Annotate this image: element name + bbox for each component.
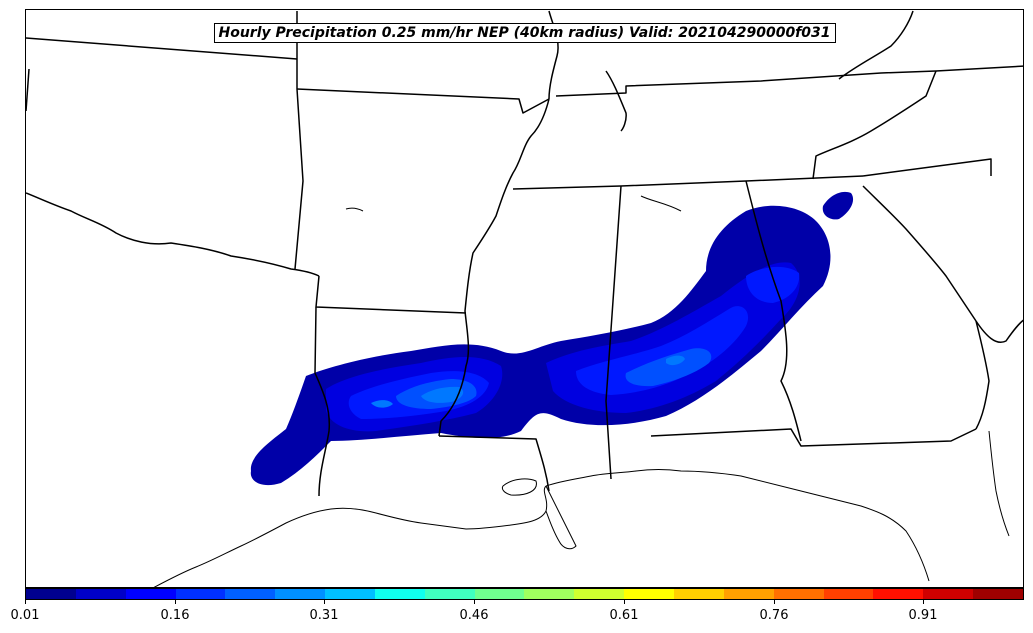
mississippi-alabama-border: [605, 185, 622, 480]
colorbar-tick-label: 0.46: [459, 608, 489, 623]
colorbar-tick-label: 0.61: [609, 608, 639, 623]
louisiana-delta: [545, 485, 577, 550]
florida-east-coast: [988, 430, 1010, 537]
texas-coast: [153, 485, 548, 587]
coastline: [153, 195, 1010, 587]
alabama-florida-border: [650, 428, 977, 447]
precip-outer-ga: [822, 191, 854, 220]
colorbar-tick: [175, 600, 176, 604]
virginia-line: [838, 10, 914, 80]
colorbar-segment: [474, 589, 525, 599]
colorbar-segment: [524, 589, 575, 599]
colorbar-tick-label: 0.01: [10, 608, 40, 623]
colorbar-segment: [823, 589, 874, 599]
arkansas-west-border: [294, 11, 304, 270]
colorbar: [25, 588, 1024, 600]
mississippi-river: [438, 98, 550, 437]
kansas-oklahoma-border: [26, 37, 298, 60]
colorbar-tick: [25, 600, 26, 604]
reservoir-al: [640, 195, 682, 212]
colorbar-segment: [325, 589, 375, 599]
sc-georgia-border: [862, 185, 977, 322]
missouri-border: [605, 70, 627, 132]
colorbar-tick: [774, 600, 775, 604]
oklahoma-texas-border: [26, 192, 320, 277]
carolinas-border: [812, 70, 937, 180]
colorbar-segment: [424, 589, 475, 599]
colorbar-tick: [474, 600, 475, 604]
precip-field: [250, 191, 854, 486]
colorbar-segment: [125, 589, 176, 599]
colorbar-segment: [624, 589, 674, 599]
colorbar-segment: [973, 589, 1023, 599]
colorbar-segment: [873, 589, 924, 599]
colorbar-segment: [923, 589, 974, 599]
reservoir-ok: [345, 207, 364, 212]
georgia-north-border: [862, 158, 992, 177]
louisiana-arkansas-border: [315, 275, 467, 314]
colorbar-segment: [75, 589, 126, 599]
colorbar-segment: [723, 589, 774, 599]
colorbar-tick-label: 0.91: [908, 608, 938, 623]
map-panel[interactable]: Hourly Precipitation 0.25 mm/hr NEP (40k…: [25, 9, 1024, 588]
georgia-coast: [975, 320, 990, 430]
sc-coast: [975, 319, 1023, 343]
colorbar-segment: [26, 589, 76, 599]
precip-core: [396, 348, 712, 409]
colorbar-tick: [324, 600, 325, 604]
alabama-georgia-border: [745, 180, 802, 442]
colorbar-tick: [624, 600, 625, 604]
kentucky-tennessee-border: [555, 65, 1023, 97]
lake-pontchartrain: [501, 478, 537, 496]
gulf-coast-east: [545, 469, 930, 582]
colorbar-segment: [574, 589, 625, 599]
colorbar-tick-label: 0.76: [759, 608, 789, 623]
colorbar-tick-label: 0.16: [160, 608, 190, 623]
colorbar-ticks: 0.01 0.16 0.31 0.46 0.61 0.76 0.91: [11, 600, 1024, 630]
colorbar-segment: [773, 589, 824, 599]
colorbar-segment: [673, 589, 724, 599]
arkansas-north-border: [296, 88, 550, 114]
colorbar-tick: [923, 600, 924, 604]
precip-peak: [371, 355, 685, 408]
map-title: Hourly Precipitation 0.25 mm/hr NEP (40k…: [213, 23, 836, 43]
louisiana-mississippi-border: [438, 435, 550, 492]
texas-louisiana-border: [314, 306, 331, 497]
tennessee-south-border: [512, 175, 864, 190]
colorbar-tick-label: 0.31: [309, 608, 339, 623]
colorbar-segment: [225, 589, 276, 599]
boundary-lines: [26, 10, 1023, 497]
colorbar-segment: [175, 589, 226, 599]
colorbar-segment: [374, 589, 425, 599]
texas-panhandle-edge: [26, 68, 30, 112]
precipitation-map: [26, 10, 1023, 587]
colorbar-segment: [275, 589, 326, 599]
